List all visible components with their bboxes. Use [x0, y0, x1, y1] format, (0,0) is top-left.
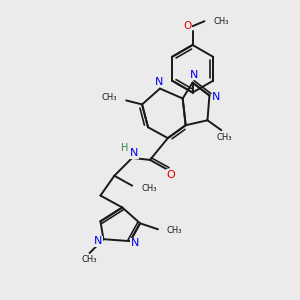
- Text: N: N: [131, 238, 139, 248]
- Text: CH₃: CH₃: [213, 17, 229, 26]
- Text: N: N: [212, 92, 220, 103]
- Text: N: N: [94, 236, 103, 246]
- Text: CH₃: CH₃: [82, 256, 97, 265]
- Text: CH₃: CH₃: [141, 184, 157, 193]
- Text: O: O: [167, 170, 175, 180]
- Text: CH₃: CH₃: [167, 226, 182, 235]
- Text: N: N: [189, 70, 198, 80]
- Text: N: N: [155, 76, 163, 87]
- Text: N: N: [130, 148, 138, 158]
- Text: H: H: [121, 143, 128, 153]
- Text: CH₃: CH₃: [217, 133, 232, 142]
- Text: CH₃: CH₃: [102, 93, 117, 102]
- Text: O: O: [184, 21, 192, 31]
